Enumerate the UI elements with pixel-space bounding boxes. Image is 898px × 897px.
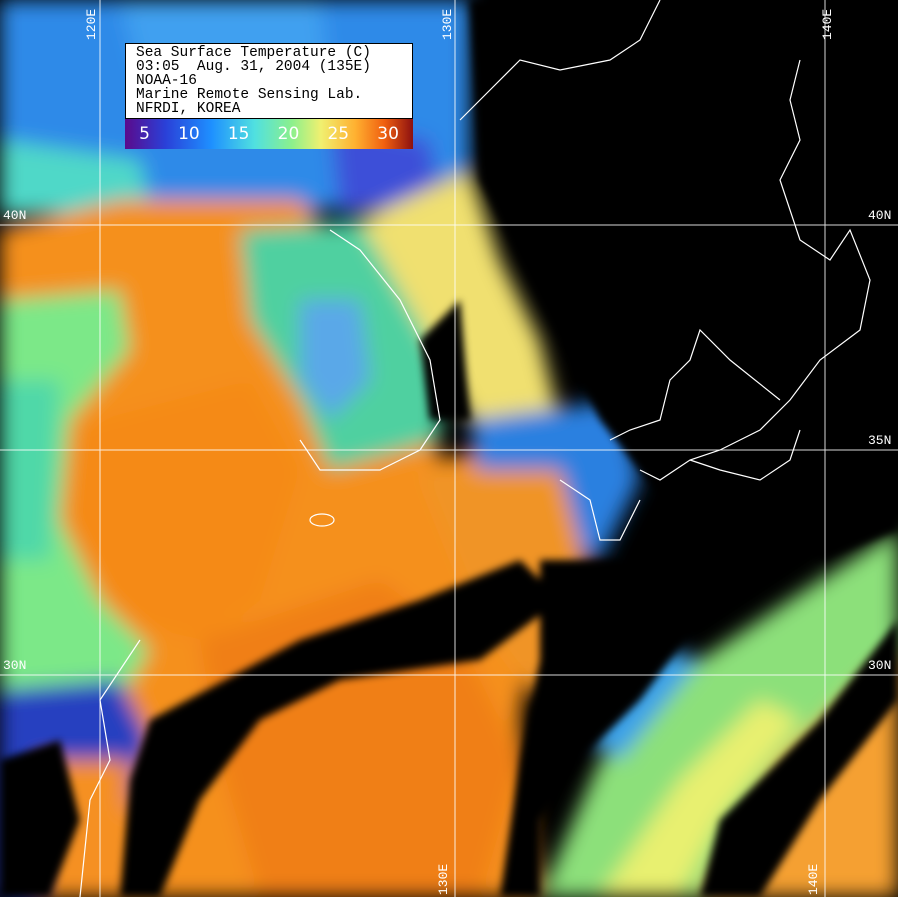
legend-title: Sea Surface Temperature (C) bbox=[136, 45, 371, 61]
lon-label-130e-bottom: 130E bbox=[436, 863, 451, 895]
scale-tick: 5 bbox=[139, 124, 150, 144]
coastline bbox=[79, 0, 871, 897]
lon-label-140e: 140E bbox=[820, 8, 835, 40]
lon-label-120e: 120E bbox=[84, 8, 99, 40]
legend: Sea Surface Temperature (C) 03:05 Aug. 3… bbox=[125, 43, 413, 149]
legend-datetime: 03:05 Aug. 31, 2004 (135E) bbox=[136, 59, 371, 75]
scale-tick: 20 bbox=[277, 124, 300, 144]
lat-label-40n-right: 40N bbox=[868, 208, 892, 223]
legend-satellite: NOAA-16 bbox=[136, 73, 197, 89]
legend-lab: Marine Remote Sensing Lab. bbox=[136, 87, 363, 103]
legend-info: Sea Surface Temperature (C) 03:05 Aug. 3… bbox=[125, 43, 413, 119]
lat-label-30n: 30N bbox=[3, 658, 27, 673]
color-scale-bar: 5 10 15 20 25 30 bbox=[125, 119, 413, 149]
scale-tick: 15 bbox=[227, 124, 250, 144]
lon-label-140e-bottom: 140E bbox=[806, 863, 821, 895]
lat-label-30n-right: 30N bbox=[868, 658, 892, 673]
lon-label-130e: 130E bbox=[440, 8, 455, 40]
scale-tick: 30 bbox=[377, 124, 399, 144]
scale-tick: 10 bbox=[178, 124, 200, 144]
scale-tick: 25 bbox=[327, 124, 350, 144]
lat-label-40n: 40N bbox=[3, 208, 27, 223]
lat-label-35n: 35N bbox=[868, 433, 892, 448]
legend-institute: NFRDI, KOREA bbox=[136, 101, 241, 117]
